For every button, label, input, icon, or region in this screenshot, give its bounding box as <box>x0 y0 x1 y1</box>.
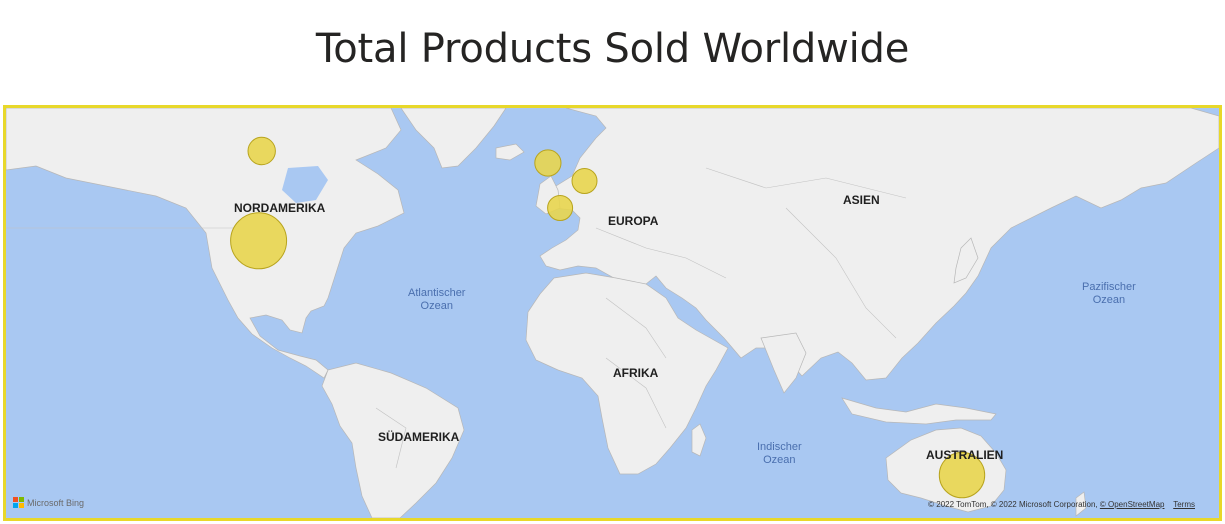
bubble-canada[interactable] <box>247 136 276 166</box>
world-map[interactable] <box>6 108 1219 518</box>
page-title: Total Products Sold Worldwide <box>315 26 910 72</box>
label-australia: AUSTRALIEN <box>926 448 1004 462</box>
landmass-madagascar <box>691 423 707 457</box>
landmass-south-america <box>321 362 465 518</box>
bubble-layer <box>230 136 986 499</box>
label-indian-ocean: Indischer Ozean <box>757 441 802 467</box>
landmass-iceland <box>495 143 525 161</box>
landmass-north-america <box>6 108 405 379</box>
hudson-bay <box>282 166 328 203</box>
label-africa: AFRIKA <box>613 366 659 380</box>
landmass-japan <box>953 237 979 284</box>
atlantic-line1: Atlantischer <box>408 287 466 299</box>
landmass-indonesia <box>841 397 997 425</box>
map-attribution: © 2022 TomTom, © 2022 Microsoft Corporat… <box>928 500 1195 509</box>
landmass-new-zealand <box>1075 491 1087 517</box>
landmass-india <box>760 332 807 394</box>
landmasses <box>6 108 1219 518</box>
label-north-america: NORDAMERIKA <box>234 201 326 215</box>
label-atlantic-ocean: Atlantischer Ozean <box>408 287 465 313</box>
microsoft-logo-icon <box>13 497 24 508</box>
bing-label: Microsoft Bing <box>27 497 85 508</box>
indian-line2: Ozean <box>763 454 796 466</box>
atlantic-line2: Ozean <box>420 300 453 312</box>
label-pacific-ocean: Pazifischer Ozean <box>1082 281 1136 307</box>
pacific-line1: Pazifischer <box>1082 281 1136 293</box>
map-visual[interactable]: NORDAMERIKA EUROPA ASIEN AFRIKA SÜDAMERI… <box>3 105 1222 521</box>
country-borders <box>6 167 907 469</box>
bubble-australia[interactable] <box>938 451 986 499</box>
indian-line1: Indischer <box>757 441 802 453</box>
bubble-france[interactable] <box>547 195 574 221</box>
openstreetmap-link[interactable]: © OpenStreetMap <box>1099 500 1165 509</box>
bubble-united-kingdom[interactable] <box>534 149 562 177</box>
label-europe: EUROPA <box>608 214 659 228</box>
bubble-united-states[interactable] <box>230 212 288 270</box>
attribution-text: © 2022 TomTom, © 2022 Microsoft Corporat… <box>928 500 1098 509</box>
pacific-line2: Ozean <box>1092 294 1126 306</box>
label-south-america: SÜDAMERIKA <box>378 430 460 444</box>
landmass-eurasia <box>539 108 1219 381</box>
terms-link[interactable]: Terms <box>1173 500 1195 509</box>
bing-branding: Microsoft Bing <box>13 497 84 508</box>
label-asia: ASIEN <box>843 193 880 207</box>
bubble-germany[interactable] <box>571 168 598 194</box>
landmass-greenland <box>400 108 507 169</box>
